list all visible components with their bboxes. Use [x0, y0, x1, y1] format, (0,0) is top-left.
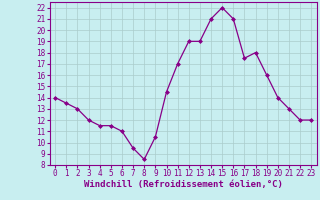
X-axis label: Windchill (Refroidissement éolien,°C): Windchill (Refroidissement éolien,°C)	[84, 180, 283, 189]
